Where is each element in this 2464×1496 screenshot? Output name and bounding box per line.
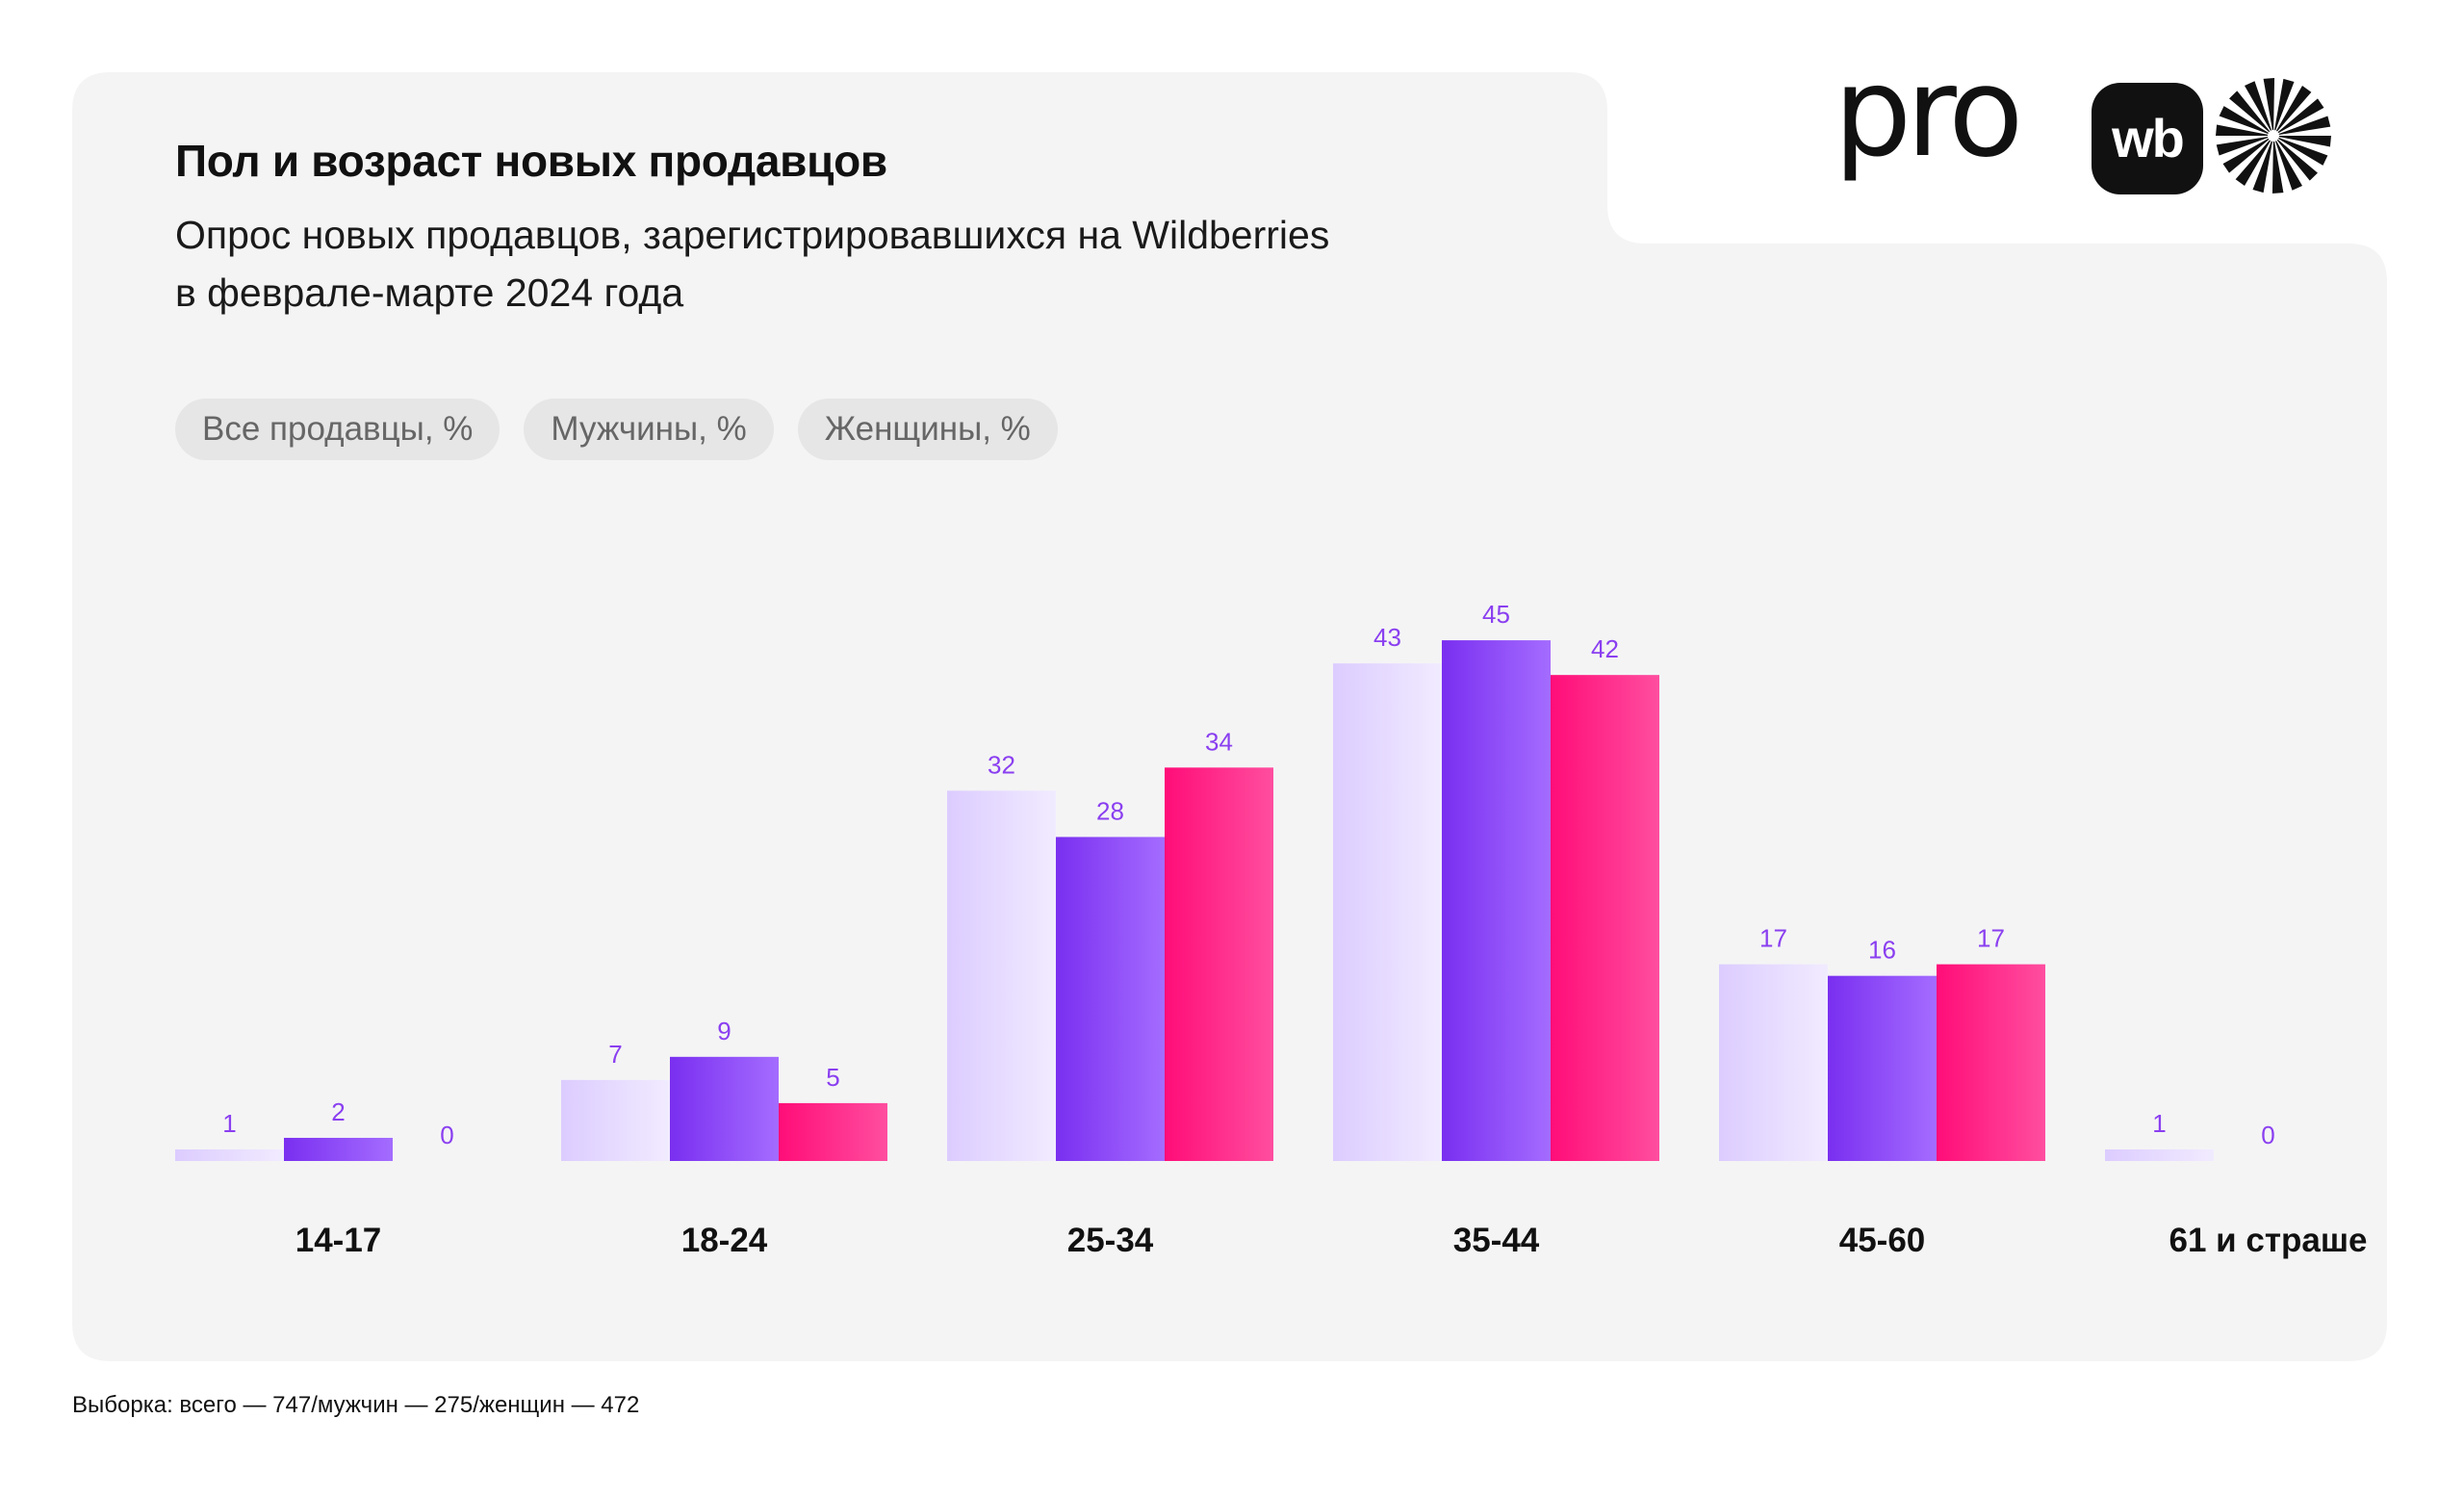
legend-item-men[interactable]: Мужчины, % (524, 399, 774, 460)
sunburst-ray (2229, 90, 2271, 133)
bar-men (1828, 975, 1937, 1161)
value-label-women: 0 (440, 1121, 453, 1149)
value-label-men: 0 (2261, 1121, 2274, 1149)
subtitle-line-2: в феврале-марте 2024 года (175, 271, 684, 315)
sunburst-ray (2274, 78, 2295, 131)
bar-women (1937, 964, 2045, 1161)
bar-men (1056, 837, 1165, 1161)
sunburst-ray (2235, 140, 2271, 186)
bar-all-sellers (561, 1079, 670, 1161)
bar-women (779, 1102, 887, 1161)
sunburst-ray (2278, 136, 2331, 147)
sunburst-ray (2272, 141, 2284, 193)
sunburst-ray (2277, 98, 2324, 134)
legend-item-all-sellers[interactable]: Все продавцы, % (175, 399, 500, 460)
value-label-women: 42 (1591, 634, 1619, 663)
bar-all-sellers (1333, 663, 1442, 1161)
value-label-men: 2 (331, 1097, 345, 1126)
sunburst-ray (2278, 116, 2331, 136)
value-label-men: 9 (717, 1017, 731, 1045)
chart-legend: Все продавцы, % Мужчины, % Женщины, % (175, 399, 1058, 460)
value-label-all-sellers: 32 (988, 750, 1015, 779)
bar-all-sellers (1719, 964, 1828, 1161)
legend-item-women[interactable]: Женщины, % (797, 399, 1058, 460)
sunburst-ray (2274, 141, 2302, 191)
sample-footnote: Выборка: всего — 747/мужчин — 275/женщин… (72, 1392, 640, 1418)
category-label: 25-34 (1067, 1222, 1154, 1259)
sunburst-ray (2222, 138, 2270, 173)
sunburst-ray (2276, 86, 2312, 132)
sunburst-ray (2216, 136, 2269, 156)
pro-wb-logo: pro wb (1834, 52, 2334, 204)
value-label-all-sellers: 7 (608, 1040, 622, 1069)
value-label-all-sellers: 17 (1759, 924, 1787, 953)
value-label-women: 17 (1977, 924, 2005, 953)
sunburst-ray (2252, 141, 2272, 193)
sunburst-ray (2216, 124, 2269, 136)
page-subtitle: Опрос новых продавцов, зарегистрировавши… (175, 206, 1523, 322)
sunburst-ray (2278, 138, 2328, 166)
sunburst-ray (2245, 81, 2272, 131)
category-label: 61 и страше (2169, 1222, 2368, 1259)
category-label: 14-17 (295, 1222, 382, 1259)
sunburst-ray (2219, 106, 2269, 134)
value-label-men: 16 (1868, 936, 1896, 965)
value-label-women: 34 (1205, 727, 1233, 756)
category-label: 45-60 (1839, 1222, 1926, 1259)
subtitle-line-1: Опрос новых продавцов, зарегистрировавши… (175, 213, 1330, 257)
bar-all-sellers (175, 1148, 284, 1161)
value-label-all-sellers: 43 (1373, 623, 1401, 652)
value-label-all-sellers: 1 (222, 1109, 236, 1138)
sunburst-icon (2216, 78, 2331, 193)
category-label: 35-44 (1453, 1222, 1540, 1259)
bar-women (1165, 767, 1273, 1161)
bar-all-sellers (947, 790, 1056, 1161)
value-label-men: 28 (1096, 796, 1124, 825)
bar-men (284, 1137, 393, 1161)
logo-badge-wb: wb (2092, 83, 2203, 194)
value-label-all-sellers: 1 (2152, 1109, 2166, 1138)
bar-men (670, 1056, 779, 1161)
bar-all-sellers (2105, 1148, 2214, 1161)
bar-women (1551, 675, 1659, 1161)
page-title: Пол и возраст новых продавцов (175, 136, 887, 186)
category-label: 18-24 (681, 1222, 768, 1259)
logo-text-pro: pro (1834, 41, 2023, 185)
sunburst-ray (2263, 78, 2275, 131)
value-label-men: 45 (1482, 600, 1510, 629)
sunburst-ray (2276, 139, 2318, 181)
bar-men (1442, 640, 1551, 1161)
value-label-women: 5 (826, 1063, 839, 1092)
